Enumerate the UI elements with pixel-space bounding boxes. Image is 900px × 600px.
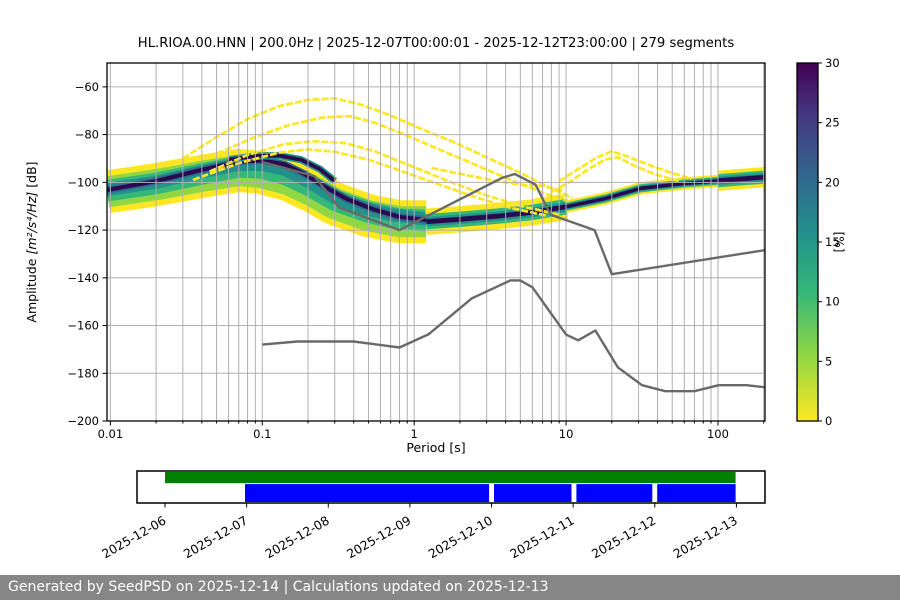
y-tick-label: −180 bbox=[67, 366, 99, 380]
timeline-bar-metadata-coverage bbox=[165, 472, 736, 484]
y-tick-label: −120 bbox=[67, 223, 99, 237]
colorbar-tick-label: 10 bbox=[825, 295, 840, 309]
colorbar-tick-label: 0 bbox=[825, 414, 832, 428]
colorbar bbox=[797, 63, 818, 421]
x-tick-label: 0.1 bbox=[253, 427, 271, 441]
axis-ticks bbox=[102, 86, 765, 426]
ppsd-outlier-arc-5 bbox=[431, 166, 564, 193]
ppsd-band-hump-ridge-core bbox=[228, 153, 336, 183]
timeline-bar-data-coverage bbox=[245, 484, 490, 502]
ppsd-band-main-band-core bbox=[107, 158, 427, 223]
timeline-bar-data-coverage bbox=[494, 484, 572, 502]
x-tick-label: 10 bbox=[559, 427, 574, 441]
noise-model-NLNM bbox=[262, 279, 765, 393]
chart-title: HL.RIOA.00.HNN | 200.0Hz | 2025-12-07T00… bbox=[137, 36, 735, 51]
timeline-tick-label: 2025-12-10 bbox=[426, 513, 495, 561]
ppsd-heatmap bbox=[107, 96, 765, 244]
timeline-frame-outline bbox=[136, 470, 766, 504]
y-tick-label: −200 bbox=[67, 414, 99, 428]
ppsd-band-long-band3-core bbox=[717, 174, 765, 184]
x-tick-label: 100 bbox=[707, 427, 729, 441]
noise-model-NHNM bbox=[261, 160, 765, 276]
timeline-tick-label: 2025-12-11 bbox=[508, 513, 577, 561]
ppsd-outlier-arc-1 bbox=[182, 96, 573, 200]
timeline-tick-label: 2025-12-07 bbox=[181, 513, 250, 561]
colorbar-tick-label: 15 bbox=[825, 235, 840, 249]
timeline-bar-data-coverage bbox=[576, 484, 653, 502]
timeline-tick-label: 2025-12-06 bbox=[100, 513, 169, 561]
timeline-bar-data-coverage bbox=[657, 484, 736, 502]
x-axis-label: Period [s] bbox=[406, 440, 466, 455]
footer-bar: Generated by SeedPSD on 2025-12-14 | Cal… bbox=[0, 575, 900, 600]
colorbar-tick-label: 30 bbox=[825, 56, 840, 70]
y-tick-label: −140 bbox=[67, 271, 99, 285]
timeline-tick-label: 2025-12-12 bbox=[589, 513, 658, 561]
colorbar-tick-label: 20 bbox=[825, 175, 840, 189]
y-tick-label: −160 bbox=[67, 319, 99, 333]
x-tick-label: 0.01 bbox=[98, 427, 124, 441]
noise-models bbox=[261, 160, 765, 393]
ppsd-band-long-band1-core bbox=[426, 204, 567, 225]
colorbar-tick-label: 5 bbox=[825, 354, 832, 368]
timeline-tick-label: 2025-12-09 bbox=[344, 513, 413, 561]
y-tick-label: −80 bbox=[75, 128, 99, 142]
colorbar-label: [%] bbox=[832, 231, 846, 253]
grid bbox=[107, 63, 765, 422]
timeline-tick-label: 2025-12-08 bbox=[263, 513, 332, 561]
y-tick-label: −100 bbox=[67, 175, 99, 189]
timeline-tick-label: 2025-12-13 bbox=[671, 513, 740, 561]
y-tick-label: −60 bbox=[75, 80, 99, 94]
colorbar-tick-label: 25 bbox=[825, 116, 840, 130]
x-tick-label: 1 bbox=[411, 427, 418, 441]
ppsd-plot-canvas: 0.01 0.1 1 10 100−60−80−100−120−140−160−180−… bbox=[67, 56, 840, 561]
axes-frame bbox=[106, 62, 766, 422]
ppsd-outlier-arc-3 bbox=[209, 139, 560, 216]
ppsd-outlier-hump-arc-1 bbox=[558, 149, 692, 183]
